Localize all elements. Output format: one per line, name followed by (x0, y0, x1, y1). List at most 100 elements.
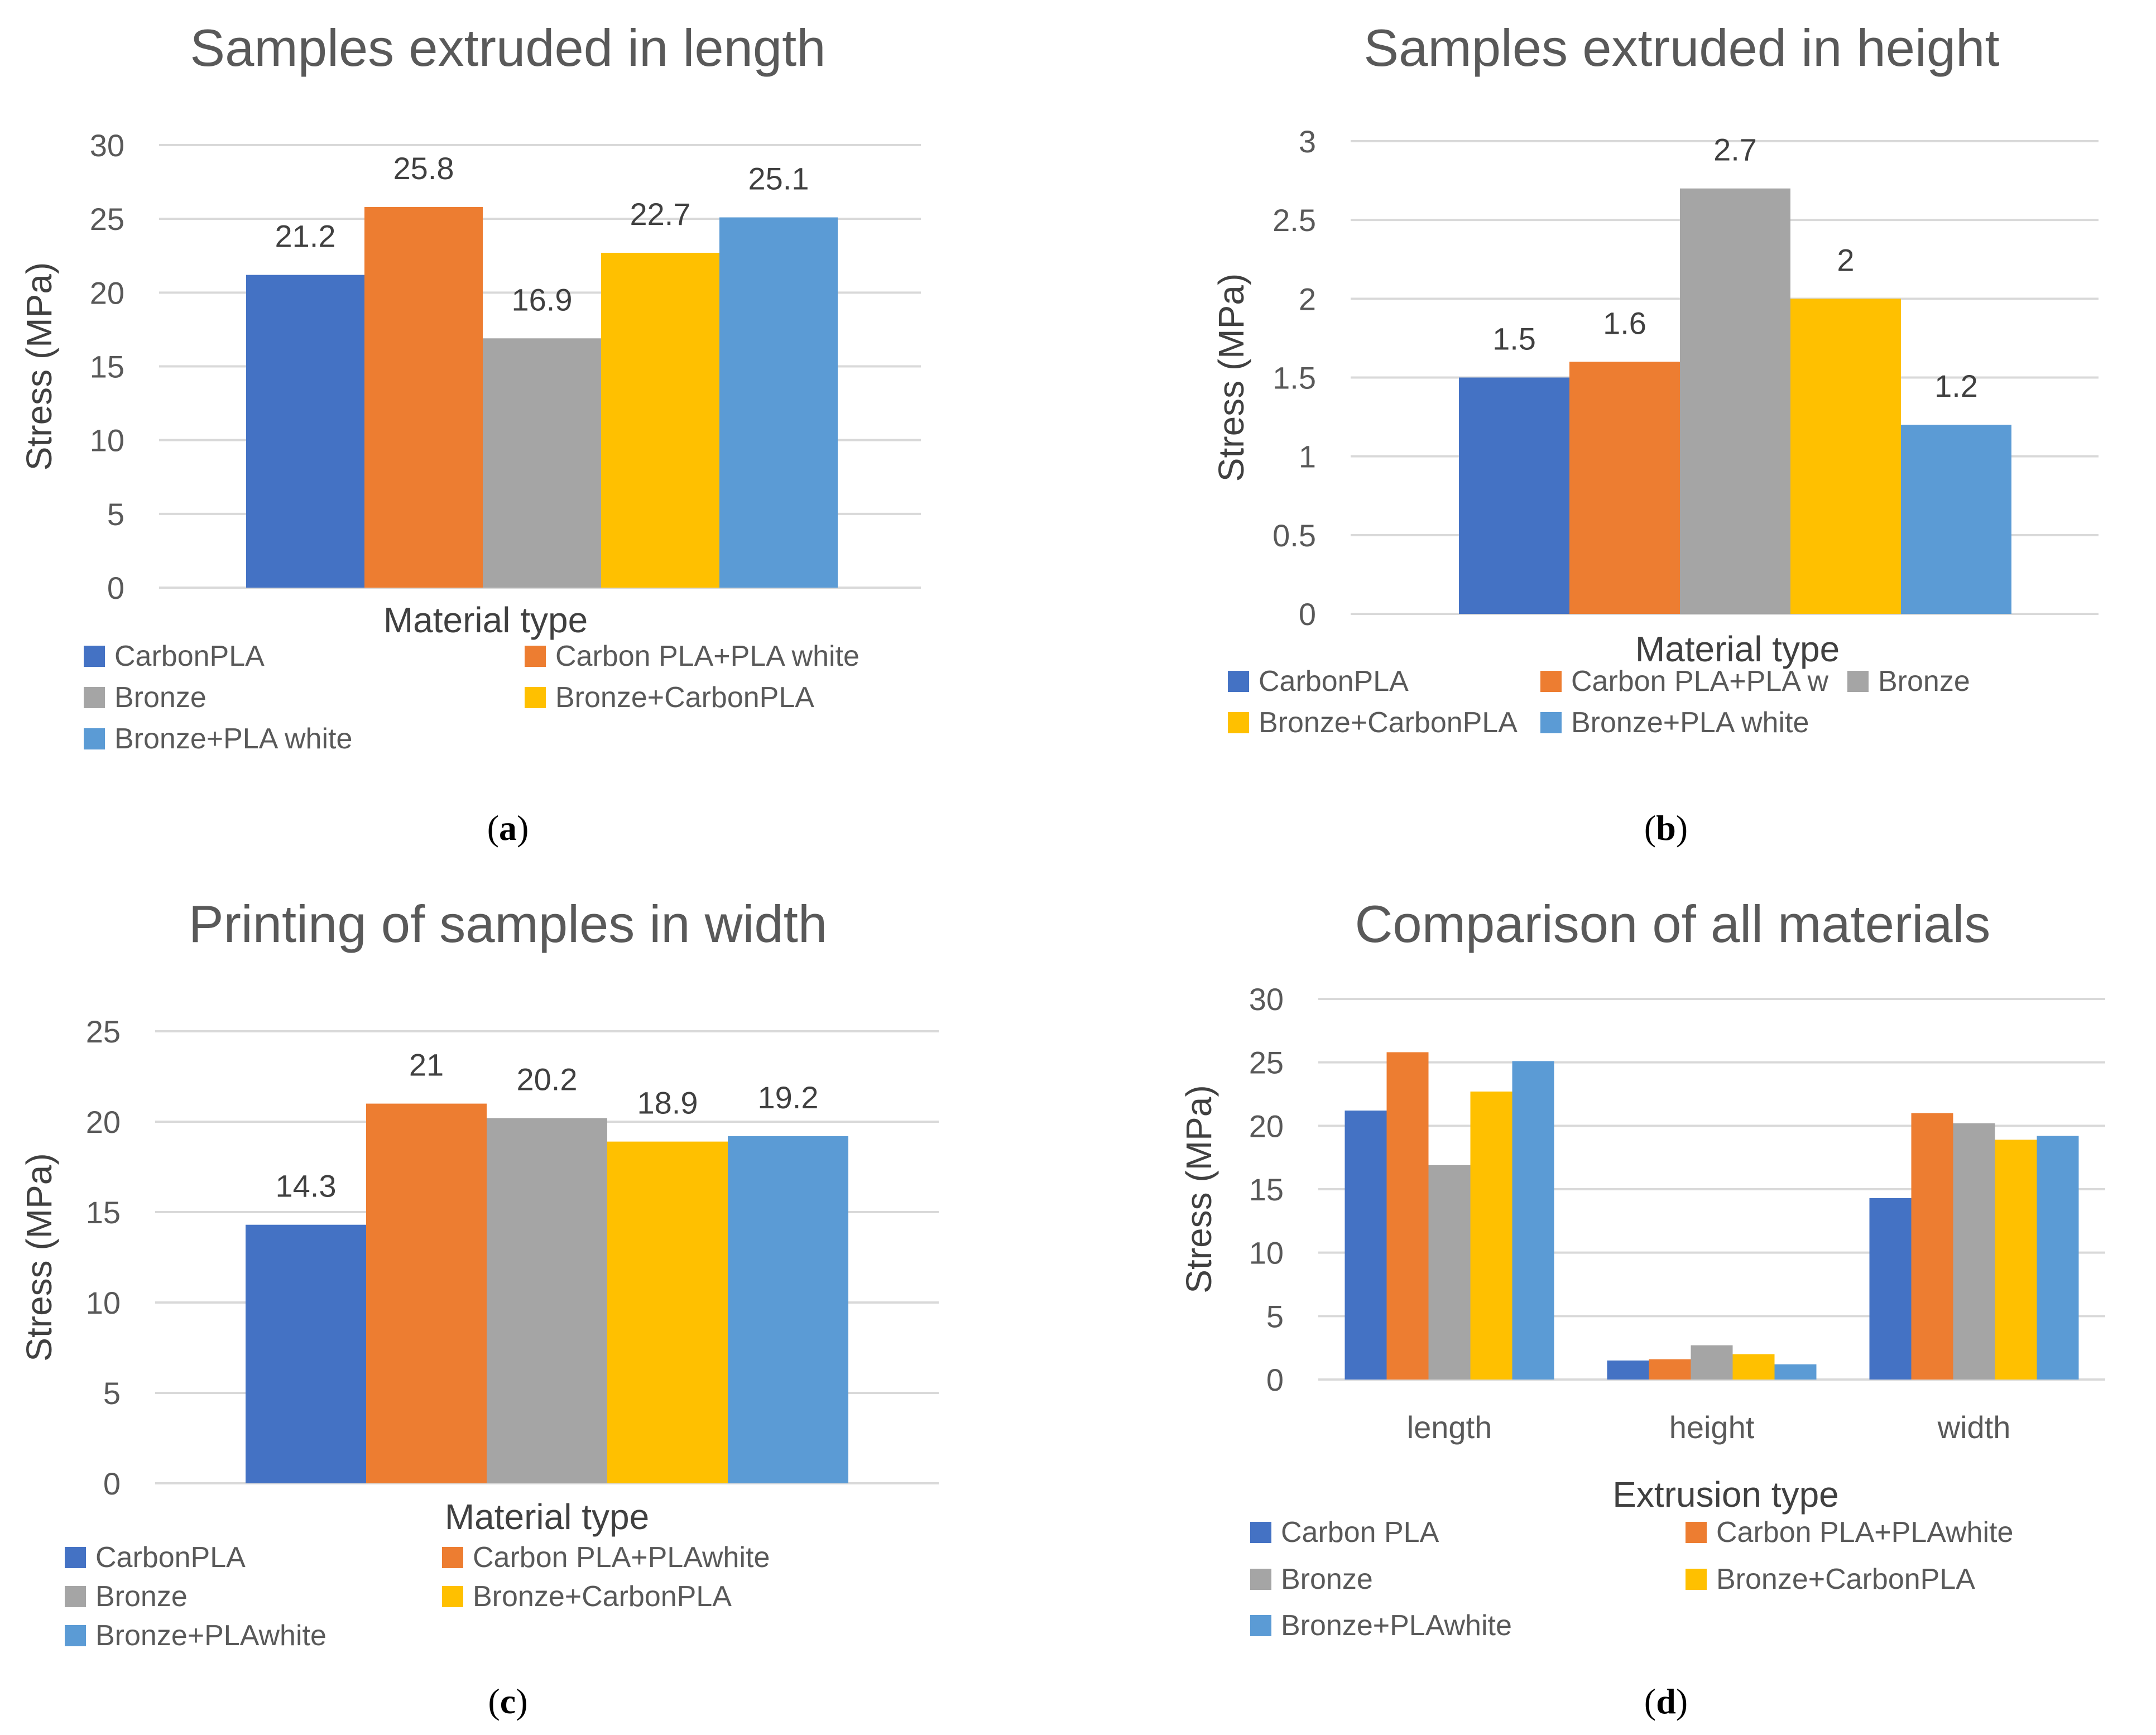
bar (1649, 1359, 1691, 1380)
data-label: 1.2 (1934, 368, 1978, 403)
data-label: 1.6 (1603, 305, 1646, 340)
legend-entry: CarbonPLA (114, 640, 265, 672)
legend-swatch (65, 1625, 86, 1646)
bar (1428, 1165, 1471, 1380)
bar (1569, 362, 1680, 614)
bar (483, 338, 601, 588)
chart-panel-a: Samples extruded in length 0 5 10 15 20 25 30 St… (19, 18, 921, 848)
chart-title: Samples extruded in height (1363, 18, 1999, 77)
bar (1774, 1364, 1817, 1380)
legend-swatch (1228, 671, 1249, 692)
bar (246, 1224, 366, 1483)
y-tick-label: 20 (86, 1104, 121, 1140)
legend-entry: Carbon PLA+PLA w (1571, 665, 1829, 698)
legend-swatch (84, 728, 105, 749)
x-tick-label: length (1407, 1410, 1492, 1445)
y-tick-label: 25 (90, 201, 124, 237)
y-tick-label: 5 (1266, 1299, 1284, 1334)
legend-entry: CarbonPLA (95, 1541, 246, 1574)
bar (1459, 377, 1569, 614)
y-tick-label: 5 (103, 1376, 121, 1411)
data-label: 25.8 (393, 151, 454, 186)
legend-entry: Carbon PLA+PLAwhite (473, 1541, 770, 1574)
legend-swatch (84, 687, 105, 708)
legend-swatch (1847, 671, 1869, 692)
y-tick-label: 0 (103, 1466, 121, 1501)
legend-entry: Bronze+CarbonPLA (1259, 707, 1518, 739)
y-tick-label: 0.5 (1273, 518, 1316, 553)
bar (1953, 1123, 1995, 1380)
data-label: 21 (409, 1047, 444, 1083)
legend-swatch (1540, 712, 1562, 733)
y-axis-title: Stress (MPa) (19, 1153, 59, 1361)
x-tick-label: width (1937, 1410, 2011, 1445)
x-axis-title: Material type (445, 1497, 649, 1537)
data-label: 22.7 (630, 196, 691, 232)
bar (246, 275, 364, 588)
legend-swatch (1686, 1522, 1707, 1543)
legend-swatch (65, 1586, 86, 1607)
data-label: 1.5 (1492, 321, 1536, 357)
legend-entry: Bronze+CarbonPLA (473, 1580, 732, 1613)
bar (1901, 425, 2011, 614)
bar (2037, 1136, 2079, 1380)
bar (719, 217, 838, 588)
legend-entry: Bronze+PLAwhite (95, 1619, 326, 1652)
y-tick-label: 20 (1249, 1108, 1284, 1143)
bar (1512, 1061, 1554, 1380)
x-axis-title: Material type (383, 600, 588, 640)
chart-title: Samples extruded in length (190, 18, 825, 77)
bar (1869, 1198, 1912, 1380)
bar (366, 1103, 487, 1483)
legend-swatch (1686, 1569, 1707, 1590)
legend-swatch (1228, 712, 1249, 733)
legend-entry: Bronze+PLA white (1571, 707, 1809, 739)
legend-entry: Bronze+CarbonPLA (555, 681, 814, 714)
legend-swatch (525, 687, 546, 708)
bar (1470, 1091, 1512, 1380)
legend-entry: Carbon PLA+PLAwhite (1716, 1516, 2013, 1549)
data-label: 25.1 (748, 161, 809, 196)
y-tick-label: 0 (1299, 597, 1316, 632)
data-label: 20.2 (517, 1062, 578, 1097)
y-axis-title: Stress (MPa) (19, 262, 59, 470)
y-tick-label: 5 (107, 497, 124, 532)
chart-panel-c: Printing of samples in width 0 5 10 15 20 25 St… (19, 895, 939, 1721)
legend-entry: Carbon PLA+PLA white (555, 640, 859, 672)
data-label: 19.2 (758, 1080, 819, 1115)
legend-swatch (1250, 1569, 1271, 1590)
legend-entry: Bronze (1281, 1563, 1373, 1595)
legend-entry: CarbonPLA (1259, 665, 1409, 698)
chart-title: Printing of samples in width (189, 895, 827, 953)
legend-entry: Bronze+PLA white (114, 723, 352, 755)
y-tick-label: 10 (86, 1285, 121, 1320)
data-label: 18.9 (637, 1085, 698, 1121)
legend-entry: Bronze (114, 681, 207, 714)
legend-entry: Bronze (95, 1580, 188, 1613)
bar (601, 252, 719, 588)
figure-caption: (a) (487, 808, 529, 848)
y-tick-label: 10 (90, 423, 124, 458)
data-label: 16.9 (512, 282, 573, 317)
legend-entry: Bronze+PLAwhite (1281, 1609, 1512, 1642)
y-tick-label: 30 (1249, 982, 1284, 1017)
y-tick-label: 20 (90, 275, 124, 310)
y-tick-label: 15 (86, 1195, 121, 1230)
y-tick-label: 2 (1299, 281, 1316, 316)
bar (1732, 1354, 1775, 1380)
y-tick-label: 15 (1249, 1172, 1284, 1207)
y-tick-label: 1.5 (1273, 361, 1316, 396)
bar (1995, 1140, 2037, 1380)
bar (487, 1118, 607, 1483)
y-axis-title: Stress (MPa) (1211, 273, 1251, 482)
legend-swatch (1540, 671, 1562, 692)
bar (1607, 1360, 1649, 1380)
legend-entry: Bronze (1878, 665, 1970, 698)
bar (1790, 299, 1901, 614)
y-tick-label: 0 (1266, 1362, 1284, 1397)
y-tick-label: 2.5 (1273, 203, 1316, 238)
figure-caption: (d) (1644, 1681, 1688, 1721)
y-tick-label: 30 (90, 128, 124, 163)
chart-panel-b: Samples extruded in height 0 0.5 1 1.5 2 2.5 3 S… (1211, 18, 2099, 848)
legend-entry: Bronze+CarbonPLA (1716, 1563, 1975, 1595)
